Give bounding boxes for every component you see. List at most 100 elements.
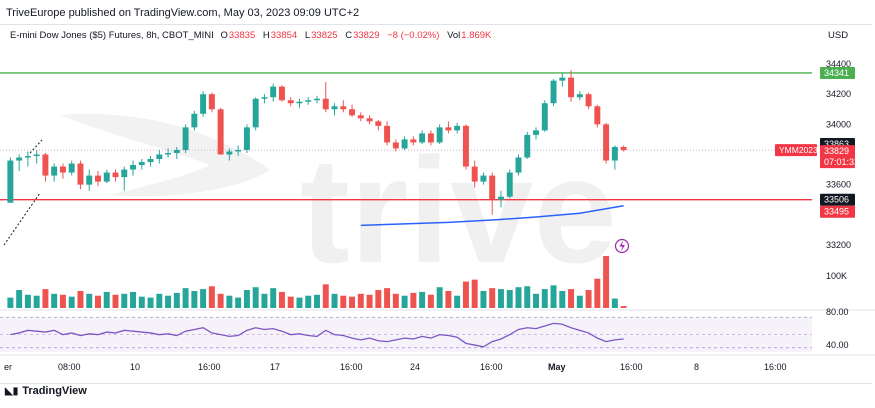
volume-bar[interactable] xyxy=(226,295,233,308)
volume-bar[interactable] xyxy=(33,295,40,308)
volume-bar[interactable] xyxy=(611,298,618,308)
candle-body[interactable] xyxy=(226,151,233,155)
volume-bar[interactable] xyxy=(217,293,224,308)
volume-bar[interactable] xyxy=(200,289,207,308)
candle-body[interactable] xyxy=(480,175,487,182)
candle-body[interactable] xyxy=(366,118,373,122)
volume-bar[interactable] xyxy=(173,292,180,308)
candle-body[interactable] xyxy=(550,80,557,104)
volume-bar[interactable] xyxy=(541,289,548,308)
candle-body[interactable] xyxy=(462,125,469,167)
candle-body[interactable] xyxy=(51,166,58,176)
candle-body[interactable] xyxy=(515,157,522,173)
trend-line[interactable] xyxy=(3,192,41,246)
symbol-tag[interactable]: YMM2023 xyxy=(779,145,818,155)
candle-body[interactable] xyxy=(208,94,215,110)
volume-bar[interactable] xyxy=(208,286,215,308)
volume-bar[interactable] xyxy=(77,290,84,308)
candle-body[interactable] xyxy=(42,154,49,176)
volume-bar[interactable] xyxy=(278,291,285,308)
price-chart[interactable]: trive 34400 34200 34000 33600 33200 100K 80.00… xyxy=(0,0,875,382)
candle-body[interactable] xyxy=(576,94,583,98)
candle-body[interactable] xyxy=(243,127,250,150)
candle-body[interactable] xyxy=(261,97,268,99)
volume-bar[interactable] xyxy=(182,288,189,308)
candle-body[interactable] xyxy=(524,134,531,158)
candle-body[interactable] xyxy=(182,127,189,150)
volume-bar[interactable] xyxy=(524,286,531,308)
candle-body[interactable] xyxy=(445,127,452,131)
volume-bar[interactable] xyxy=(7,297,14,308)
volume-bar[interactable] xyxy=(68,296,75,308)
volume-bar[interactable] xyxy=(287,296,294,308)
volume-bar[interactable] xyxy=(533,293,539,308)
candle-body[interactable] xyxy=(357,115,364,119)
candle-body[interactable] xyxy=(287,100,294,104)
candle-body[interactable] xyxy=(59,166,66,173)
volume-bar[interactable] xyxy=(16,290,23,308)
volume-bar[interactable] xyxy=(156,293,163,308)
volume-bar[interactable] xyxy=(585,290,592,308)
candle-body[interactable] xyxy=(471,166,478,182)
candle-body[interactable] xyxy=(489,175,496,200)
candle-body[interactable] xyxy=(95,175,101,182)
volume-bar[interactable] xyxy=(462,281,469,308)
volume-bar[interactable] xyxy=(401,295,408,308)
volume-bar[interactable] xyxy=(419,291,426,308)
candle-body[interactable] xyxy=(384,125,391,143)
volume-bar[interactable] xyxy=(270,288,277,308)
candle-body[interactable] xyxy=(497,196,504,200)
candle-body[interactable] xyxy=(68,163,75,173)
candle-body[interactable] xyxy=(112,172,119,178)
candle-body[interactable] xyxy=(568,77,575,98)
volume-bar[interactable] xyxy=(594,278,601,308)
candle-body[interactable] xyxy=(296,101,303,104)
candle-body[interactable] xyxy=(314,98,320,101)
candle-body[interactable] xyxy=(16,157,23,161)
volume-bar[interactable] xyxy=(331,293,338,308)
volume-bar[interactable] xyxy=(51,293,58,308)
moving-average-line[interactable] xyxy=(360,204,624,227)
candle-body[interactable] xyxy=(217,109,224,155)
volume-bar[interactable] xyxy=(427,294,434,308)
volume-bar[interactable] xyxy=(506,290,513,308)
candle-body[interactable] xyxy=(349,109,356,116)
candle-body[interactable] xyxy=(138,162,145,166)
candle-body[interactable] xyxy=(419,133,426,143)
candle-body[interactable] xyxy=(322,98,329,110)
candle-body[interactable] xyxy=(130,165,137,170)
candle-body[interactable] xyxy=(611,146,618,161)
volume-bar[interactable] xyxy=(445,290,452,308)
volume-bar[interactable] xyxy=(121,293,128,308)
candle-body[interactable] xyxy=(252,98,259,128)
candle-body[interactable] xyxy=(103,172,110,182)
candle-body[interactable] xyxy=(594,106,601,125)
candle-body[interactable] xyxy=(165,152,172,155)
volume-bar[interactable] xyxy=(59,294,66,308)
volume-bar[interactable] xyxy=(95,295,101,308)
volume-bar[interactable] xyxy=(340,295,347,308)
candle-body[interactable] xyxy=(533,130,539,135)
candle-body[interactable] xyxy=(24,156,31,158)
candle-body[interactable] xyxy=(7,160,14,203)
volume-bar[interactable] xyxy=(384,288,391,308)
volume-bar[interactable] xyxy=(480,290,487,308)
volume-bar[interactable] xyxy=(322,284,329,308)
volume-bar[interactable] xyxy=(296,297,303,308)
candle-body[interactable] xyxy=(147,159,154,163)
candle-body[interactable] xyxy=(392,142,399,149)
volume-bar[interactable] xyxy=(410,292,417,308)
candle-body[interactable] xyxy=(427,133,434,143)
volume-bar[interactable] xyxy=(243,290,250,308)
candle-body[interactable] xyxy=(200,94,207,114)
volume-bar[interactable] xyxy=(436,287,443,308)
volume-bar[interactable] xyxy=(138,296,145,308)
volume-bar[interactable] xyxy=(42,289,49,308)
volume-bar[interactable] xyxy=(454,295,461,308)
volume-bar[interactable] xyxy=(235,297,242,308)
rsi-line[interactable] xyxy=(10,322,624,348)
volume-bar[interactable] xyxy=(147,297,154,308)
candle-body[interactable] xyxy=(603,124,610,161)
candle-body[interactable] xyxy=(506,172,513,197)
volume-bar[interactable] xyxy=(86,293,93,308)
